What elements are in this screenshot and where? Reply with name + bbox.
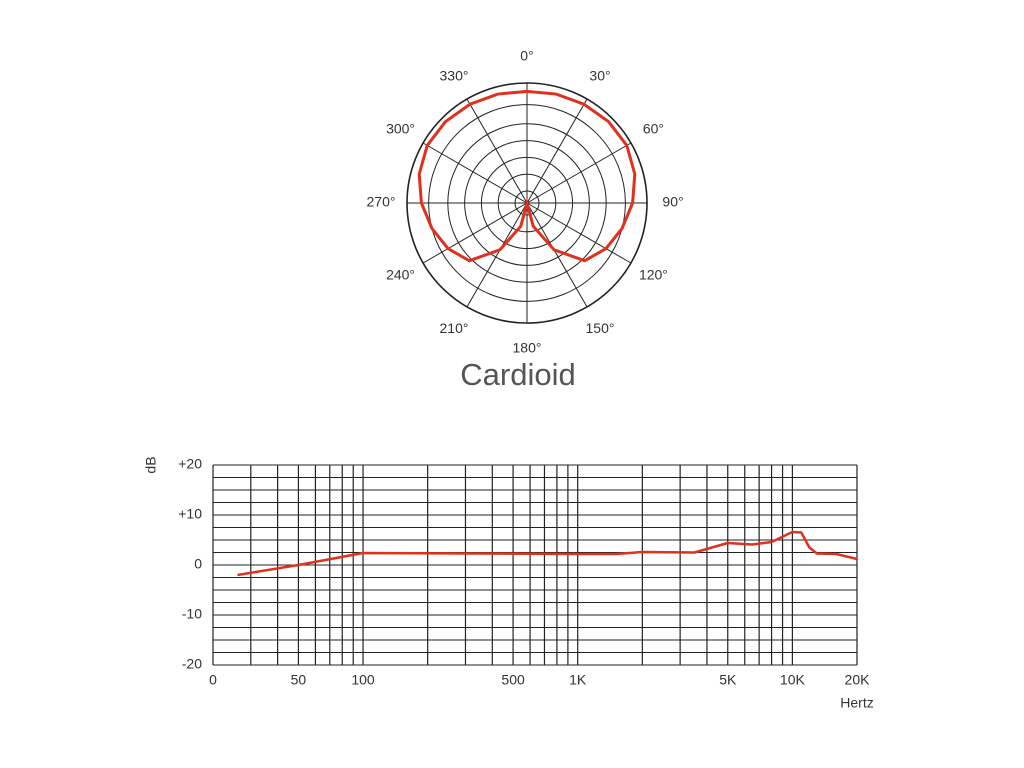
- angle-label: 240°: [386, 267, 415, 283]
- angle-label: 330°: [440, 67, 469, 83]
- spoke: [526, 142, 632, 204]
- x-tick-label: 0: [209, 672, 217, 688]
- y-tick-label: +20: [178, 456, 202, 472]
- x-tick-label: 100: [351, 672, 375, 688]
- angle-label: 60°: [643, 121, 664, 137]
- spoke: [526, 202, 588, 308]
- x-tick-label: 5K: [719, 672, 737, 688]
- spoke: [422, 202, 528, 264]
- polar-pattern: [417, 89, 637, 263]
- angle-label: 0°: [520, 48, 533, 64]
- y-tick-label: +10: [178, 506, 202, 522]
- x-tick-label: 1K: [569, 672, 587, 688]
- x-axis-label: Hertz: [840, 695, 873, 711]
- angle-label: 180°: [513, 340, 542, 356]
- spoke: [526, 202, 632, 264]
- y-tick-label: -10: [182, 606, 202, 622]
- spoke: [466, 202, 528, 308]
- x-tick-label: 50: [291, 672, 307, 688]
- angle-label: 300°: [386, 121, 415, 137]
- angle-label: 150°: [586, 320, 615, 336]
- spoke: [422, 142, 528, 204]
- y-axis-label: dB: [143, 456, 159, 473]
- angle-label: 120°: [639, 267, 668, 283]
- angle-label: 270°: [367, 194, 396, 210]
- x-tick-label: 20K: [845, 672, 871, 688]
- polar-title: Cardioid: [460, 357, 575, 392]
- x-tick-label: 500: [501, 672, 525, 688]
- x-tick-label: 10K: [780, 672, 806, 688]
- spoke: [466, 98, 528, 204]
- y-tick-label: 0: [194, 556, 202, 572]
- response-curve: [237, 530, 858, 577]
- angle-label: 30°: [589, 67, 610, 83]
- angle-label: 90°: [662, 194, 683, 210]
- angle-label: 210°: [440, 320, 469, 336]
- y-tick-label: -20: [182, 656, 202, 672]
- spoke: [526, 98, 588, 204]
